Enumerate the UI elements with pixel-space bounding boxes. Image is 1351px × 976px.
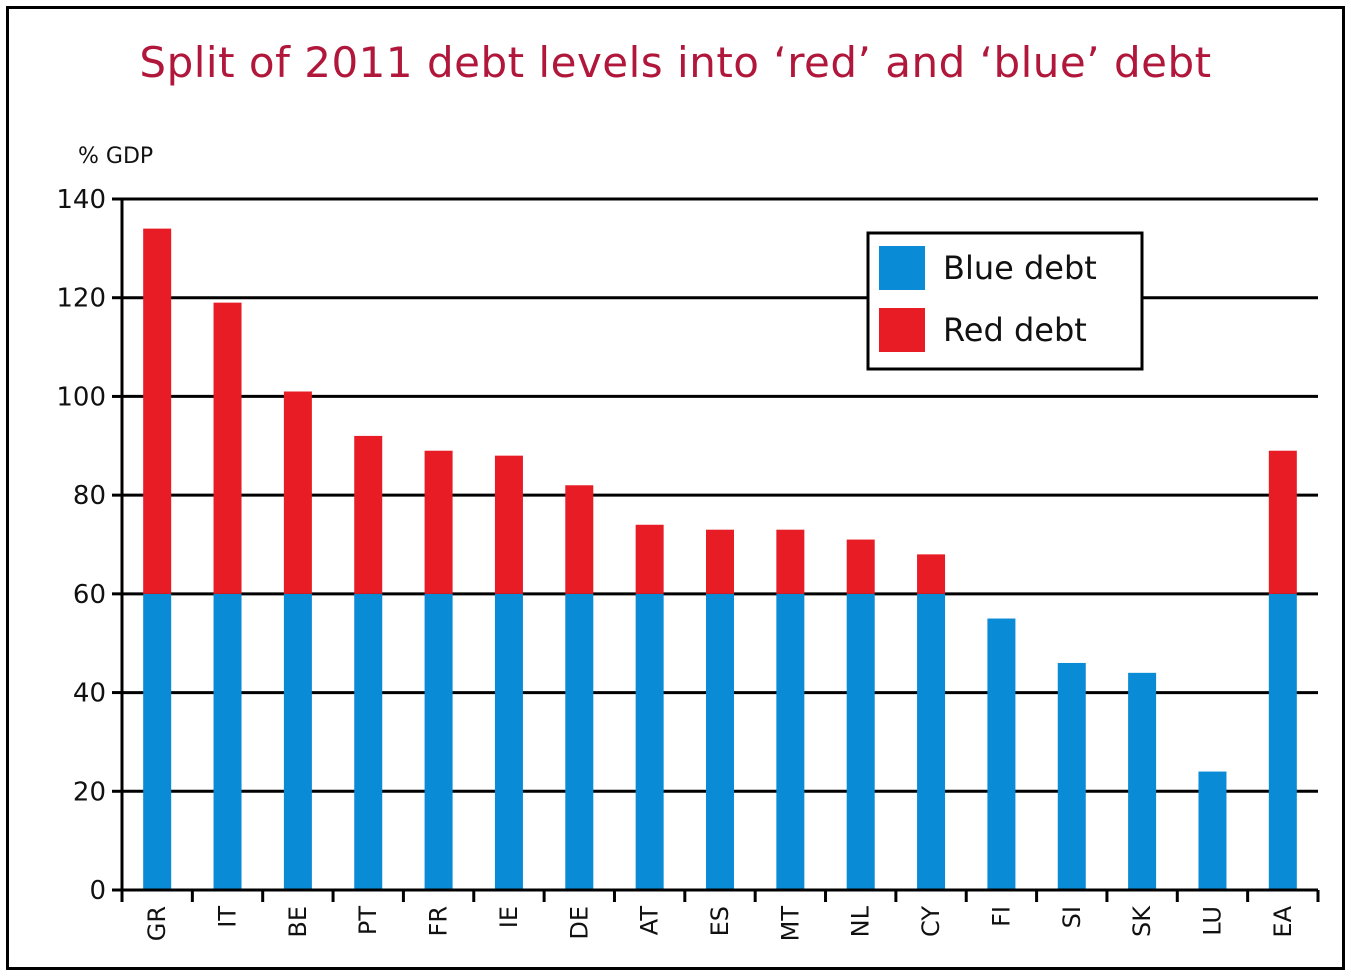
axes [112, 199, 1320, 902]
legend-label: Red debt [943, 311, 1087, 349]
bar-blue-debt-es [706, 593, 734, 890]
x-tick-label: EA [1269, 905, 1297, 937]
bar-red-debt-es [706, 529, 734, 594]
y-tick-label: 40 [73, 679, 106, 709]
bar-blue-debt-nl [846, 593, 875, 890]
y-tick-label: 60 [73, 580, 106, 610]
x-tick-label: BE [284, 906, 312, 938]
bar-red-debt-at [635, 524, 664, 594]
bar-blue-debt-ie [494, 593, 523, 890]
y-tick-label: 140 [56, 185, 106, 215]
x-tick-label: AT [636, 906, 664, 936]
bar-red-debt-mt [776, 529, 805, 594]
bar-blue-debt-sk [1128, 672, 1157, 890]
bar-red-debt-it [213, 302, 242, 594]
y-tick-label: 0 [89, 876, 106, 906]
bar-red-debt-ea [1268, 450, 1297, 594]
y-tick-label: 100 [56, 382, 106, 412]
x-tick-label: ES [706, 906, 734, 936]
bar-blue-debt-si [1057, 662, 1086, 890]
x-tick-label: CY [917, 906, 945, 937]
bar-red-debt-nl [846, 539, 875, 594]
legend-label: Blue debt [943, 249, 1097, 287]
bar-blue-debt-gr [143, 593, 172, 890]
chart-title: Split of 2011 debt levels into ‘red’ and… [139, 38, 1212, 87]
y-tick-label: 80 [73, 481, 106, 511]
x-tick-label: IE [495, 906, 523, 928]
x-tick-label: FI [987, 906, 1015, 927]
x-tick-label: IT [214, 906, 242, 928]
x-tick-label: DE [565, 906, 593, 940]
bar-red-debt-de [565, 485, 594, 594]
bar-blue-debt-fi [987, 618, 1016, 890]
y-axis-unit-label: % GDP [78, 144, 153, 169]
legend-swatch [879, 308, 925, 352]
bar-red-debt-gr [143, 228, 172, 594]
x-tick-label: NL [847, 905, 875, 937]
bar-blue-debt-ea [1268, 593, 1297, 890]
x-tick-label: PT [354, 906, 382, 935]
bar-red-debt-cy [917, 554, 946, 594]
bar-red-debt-be [283, 391, 312, 594]
bar-blue-debt-at [635, 593, 664, 890]
bar-blue-debt-pt [354, 593, 383, 890]
bar-blue-debt-it [213, 593, 242, 890]
x-tick-label: MT [776, 906, 804, 942]
x-tick-label: SK [1128, 905, 1156, 937]
bar-blue-debt-be [283, 593, 312, 890]
bar-blue-debt-fr [424, 593, 453, 890]
x-tick-label: SI [1058, 906, 1086, 928]
bar-blue-debt-lu [1198, 771, 1227, 890]
y-tick-label: 120 [56, 284, 106, 314]
x-tick-label: FR [425, 906, 453, 936]
bar-red-debt-fr [424, 450, 453, 594]
x-tick-label: LU [1198, 906, 1226, 936]
x-tick-label: GR [143, 906, 171, 941]
bar-blue-debt-cy [917, 593, 946, 890]
gridlines: 0 20 40 60 80 100 120 140 [56, 185, 1318, 906]
bar-red-debt-ie [494, 455, 523, 594]
legend-swatch [879, 246, 925, 290]
bars: GR IT BE PT FR IE DE AT ES MT NL CY FI SI SK LU EA [143, 228, 1297, 942]
legend: Blue debt Red debt [866, 231, 1144, 371]
bar-blue-debt-mt [776, 593, 805, 890]
y-tick-label: 20 [73, 777, 106, 807]
bar-red-debt-pt [354, 435, 383, 594]
bar-blue-debt-de [565, 593, 594, 890]
